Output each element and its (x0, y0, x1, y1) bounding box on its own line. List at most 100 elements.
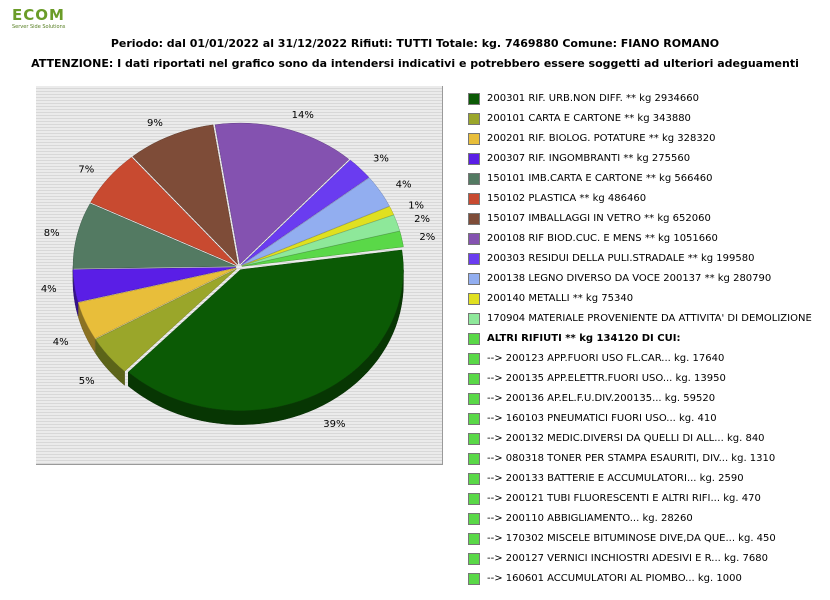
legend-swatch (468, 293, 480, 305)
legend-item: --> 200136 AP.EL.F.U.DIV.200135... kg. 5… (468, 391, 830, 411)
legend-label: --> 160601 ACCUMULATORI AL PIOMBO... kg.… (487, 573, 742, 584)
legend-swatch (468, 153, 480, 165)
legend-item: --> 200123 APP.FUORI USO FL.CAR... kg. 1… (468, 351, 830, 371)
legend-swatch (468, 173, 480, 185)
legend-label: --> 200121 TUBI FLUORESCENTI E ALTRI RIF… (487, 493, 761, 504)
legend-label: 200307 RIF. INGOMBRANTI ** kg 275560 (487, 153, 691, 164)
legend: 200301 RIF. URB.NON DIFF. ** kg 2934660 2… (468, 91, 830, 591)
logo-text: ECOM (12, 6, 65, 24)
legend-item: --> 200135 APP.ELETTR.FUORI USO... kg. 1… (468, 371, 830, 391)
legend-label: --> 200123 APP.FUORI USO FL.CAR... kg. 1… (487, 353, 725, 364)
pie-slice-7 (132, 124, 239, 266)
legend-item: 200138 LEGNO DIVERSO DA VOCE 200137 ** k… (468, 271, 830, 291)
legend-item: 150101 IMB.CARTA E CARTONE ** kg 566460 (468, 171, 830, 191)
pie-slice-10 (241, 177, 390, 266)
pie-pct-label-9: 3% (373, 154, 389, 165)
pie-pct-label-8: 14% (292, 110, 314, 121)
legend-swatch (468, 133, 480, 145)
legend-swatch (468, 193, 480, 205)
legend-label: --> 080318 TONER PER STAMPA ESAURITI, DI… (487, 453, 776, 464)
legend-item: 200108 RIF BIOD.CUC. E MENS ** kg 105166… (468, 231, 830, 251)
legend-item: ALTRI RIFIUTI ** kg 134120 DI CUI: (468, 331, 830, 351)
legend-item: --> 200127 VERNICI INCHIOSTRI ADESIVI E … (468, 551, 830, 571)
pie-pct-label-10: 4% (396, 179, 412, 190)
pie-pct-label-2: 5% (79, 376, 95, 387)
pie-pct-label-3: 4% (53, 337, 69, 348)
legend-swatch (468, 553, 480, 565)
legend-swatch (468, 493, 480, 505)
legend-label: 200108 RIF BIOD.CUC. E MENS ** kg 105166… (487, 233, 718, 244)
pie-slice-11 (241, 206, 395, 267)
pie-slice-3 (77, 267, 237, 339)
legend-label: 150102 PLASTICA ** kg 486460 (487, 193, 647, 204)
ecom-logo: ECOM Server Side Solutions (12, 6, 102, 32)
legend-item: 200301 RIF. URB.NON DIFF. ** kg 2934660 (468, 91, 830, 111)
legend-item: --> 080318 TONER PER STAMPA ESAURITI, DI… (468, 451, 830, 471)
legend-item: 170904 MATERIALE PROVENIENTE DA ATTIVITA… (468, 311, 830, 331)
legend-swatch (468, 473, 480, 485)
legend-label: --> 200132 MEDIC.DIVERSI DA QUELLI DI AL… (487, 433, 765, 444)
legend-swatch (468, 253, 480, 265)
chart-period-title: Periodo: dal 01/01/2022 al 31/12/2022 Ri… (110, 37, 720, 50)
chart-disclaimer: ATTENZIONE: I dati riportati nel grafico… (31, 57, 799, 70)
legend-swatch (468, 393, 480, 405)
legend-label: 200101 CARTA E CARTONE ** kg 343880 (487, 113, 691, 124)
pie-slice-4 (72, 267, 237, 303)
pie-slice-13 (241, 230, 404, 267)
legend-swatch (468, 273, 480, 285)
legend-label: 200303 RESIDUI DELLA PULI.STRADALE ** kg… (487, 253, 755, 264)
legend-item: --> 160601 ACCUMULATORI AL PIOMBO... kg.… (468, 571, 830, 591)
legend-swatch (468, 213, 480, 225)
legend-item: 200140 METALLI ** kg 75340 (468, 291, 830, 311)
legend-item: --> 170302 MISCELE BITUMINOSE DIVE,DA QU… (468, 531, 830, 551)
legend-label: 200301 RIF. URB.NON DIFF. ** kg 2934660 (487, 93, 700, 104)
legend-swatch (468, 353, 480, 365)
legend-label: --> 200135 APP.ELETTR.FUORI USO... kg. 1… (487, 373, 726, 384)
legend-swatch (468, 513, 480, 525)
legend-item: --> 200133 BATTERIE E ACCUMULATORI... kg… (468, 471, 830, 491)
legend-item: --> 200132 MEDIC.DIVERSI DA QUELLI DI AL… (468, 431, 830, 451)
legend-swatch (468, 93, 480, 105)
legend-label: 170904 MATERIALE PROVENIENTE DA ATTIVITA… (487, 313, 812, 324)
legend-label: --> 200133 BATTERIE E ACCUMULATORI... kg… (487, 473, 744, 484)
legend-label: 200201 RIF. BIOLOG. POTATURE ** kg 32832… (487, 133, 716, 144)
legend-swatch (468, 373, 480, 385)
pie-pct-label-5: 8% (44, 228, 60, 239)
pie-slice-12 (241, 214, 401, 267)
legend-swatch (468, 313, 480, 325)
legend-item: --> 200121 TUBI FLUORESCENTI E ALTRI RIF… (468, 491, 830, 511)
legend-item: 200303 RESIDUI DELLA PULI.STRADALE ** kg… (468, 251, 830, 271)
pie-slice-1 (127, 249, 404, 411)
pie-pct-label-1: 39% (323, 419, 345, 430)
legend-label: --> 200127 VERNICI INCHIOSTRI ADESIVI E … (487, 553, 768, 564)
logo-tagline: Server Side Solutions (12, 24, 66, 30)
legend-swatch (468, 433, 480, 445)
pie-pct-label-13: 2% (419, 232, 435, 243)
legend-label: --> 160103 PNEUMATICI FUORI USO... kg. 4… (487, 413, 717, 424)
pie-slice-9 (241, 159, 370, 266)
legend-label: ALTRI RIFIUTI ** kg 134120 DI CUI: (487, 333, 681, 344)
legend-swatch (468, 113, 480, 125)
legend-swatch (468, 233, 480, 245)
pie-pct-label-12: 2% (414, 214, 430, 225)
legend-item: --> 160103 PNEUMATICI FUORI USO... kg. 4… (468, 411, 830, 431)
pie-pct-label-6: 7% (78, 165, 94, 176)
legend-item: 200201 RIF. BIOLOG. POTATURE ** kg 32832… (468, 131, 830, 151)
legend-label: 150107 IMBALLAGGI IN VETRO ** kg 652060 (487, 213, 711, 224)
pie-pct-label-4: 4% (41, 284, 57, 295)
legend-swatch (468, 573, 480, 585)
legend-item: 150107 IMBALLAGGI IN VETRO ** kg 652060 (468, 211, 830, 231)
legend-label: --> 200110 ABBIGLIAMENTO... kg. 28260 (487, 513, 693, 524)
pie-pct-label-11: 1% (408, 201, 424, 212)
legend-label: 150101 IMB.CARTA E CARTONE ** kg 566460 (487, 173, 713, 184)
legend-swatch (468, 333, 480, 345)
pie-slice-2 (95, 268, 237, 372)
legend-item: --> 200110 ABBIGLIAMENTO... kg. 28260 (468, 511, 830, 531)
pie-slice-6 (90, 157, 237, 266)
legend-label: --> 170302 MISCELE BITUMINOSE DIVE,DA QU… (487, 533, 776, 544)
legend-label: 200138 LEGNO DIVERSO DA VOCE 200137 ** k… (487, 273, 772, 284)
pie-slice-5 (72, 203, 237, 269)
legend-swatch (468, 533, 480, 545)
legend-item: 200101 CARTA E CARTONE ** kg 343880 (468, 111, 830, 131)
